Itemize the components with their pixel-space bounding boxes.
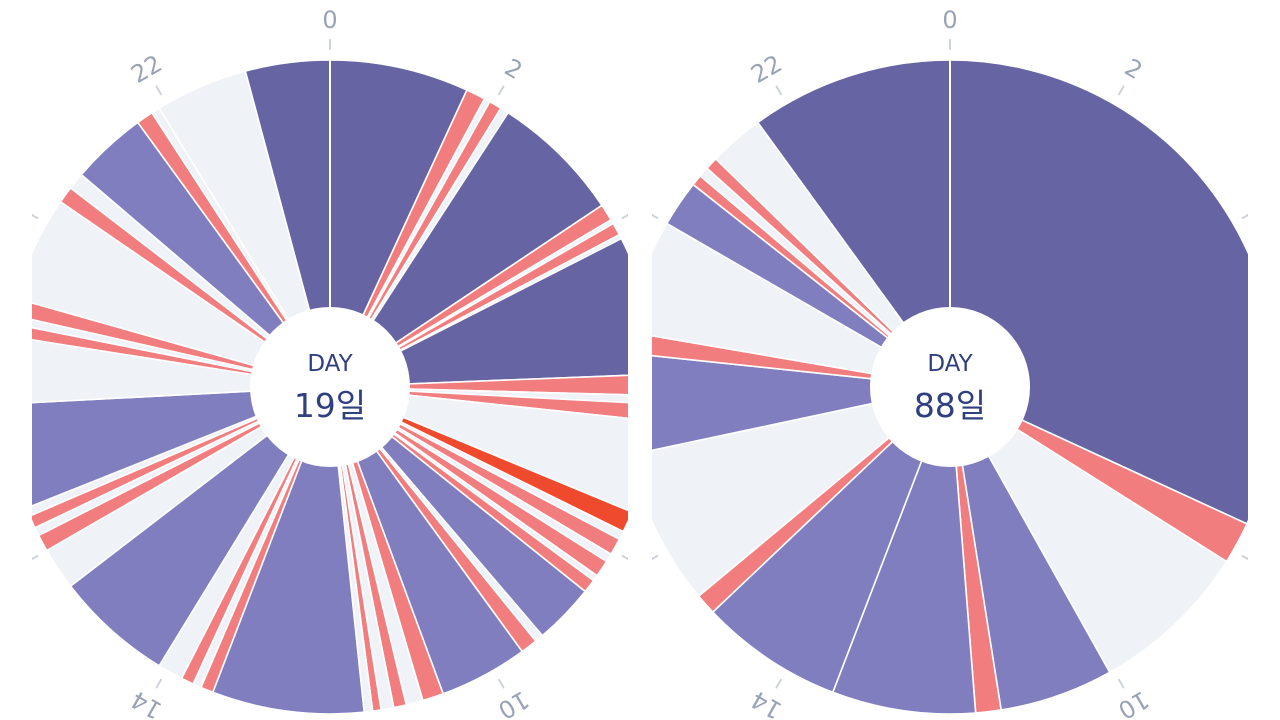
hour-tick-label: 10	[493, 685, 533, 720]
center-day-label: DAY	[307, 351, 353, 377]
hour-tick-label: 14	[746, 685, 786, 720]
hour-tick	[32, 555, 39, 561]
hour-tick	[1118, 85, 1125, 96]
hour-tick-label: 2	[1120, 53, 1147, 85]
hour-tick-label: 2	[500, 53, 527, 85]
center-disc	[870, 307, 1030, 467]
hour-tick-label: 14	[126, 685, 166, 720]
hour-tick-label: 0	[942, 6, 957, 34]
segment-sleep	[756, 59, 951, 390]
segment-awake	[32, 386, 331, 516]
hour-tick	[155, 85, 162, 96]
hour-tick	[32, 213, 39, 219]
segment-nap	[32, 386, 331, 507]
hour-tick	[652, 555, 659, 561]
hour-tick	[652, 213, 659, 219]
segment-sleep	[329, 59, 468, 388]
segment-sleep	[329, 111, 603, 388]
hour-tick	[498, 85, 505, 96]
hour-tick	[1118, 678, 1125, 689]
hour-tick-label: 0	[322, 6, 337, 34]
hour-tick-label: 22	[126, 49, 166, 89]
hour-tick	[155, 678, 162, 689]
day-88-chart-panel: 0 2 10 14 22 DAY 88일	[652, 0, 1248, 720]
hour-tick	[1241, 555, 1248, 561]
day-88-radial-chart: 0 2 10 14 22 DAY 88일	[652, 6, 1248, 720]
hour-tick	[621, 213, 628, 219]
segment-nap	[711, 386, 951, 694]
hour-tick	[775, 85, 782, 96]
segment-feed	[32, 386, 331, 529]
hour-tick	[498, 678, 505, 689]
day-19-chart-panel: 0 2 10 14 22 DAY 19일	[32, 0, 628, 720]
segment-nap	[211, 386, 366, 715]
segment-sleep	[329, 237, 628, 388]
hour-tick	[621, 555, 628, 561]
center-disc	[250, 307, 410, 467]
segment-nap	[831, 386, 977, 715]
day-19-radial-chart: 0 2 10 14 22 DAY 19일	[32, 6, 628, 720]
segment-feed	[329, 374, 628, 396]
center-day-count: 88일	[914, 386, 986, 425]
segment-awake	[652, 386, 951, 598]
center-day-count: 19일	[294, 386, 366, 425]
segment-awake	[949, 386, 1228, 674]
hour-tick	[775, 678, 782, 689]
hour-tick-label: 22	[746, 49, 786, 89]
center-day-label: DAY	[927, 351, 973, 377]
hour-tick	[1241, 213, 1248, 219]
hour-tick-label: 10	[1113, 685, 1153, 720]
